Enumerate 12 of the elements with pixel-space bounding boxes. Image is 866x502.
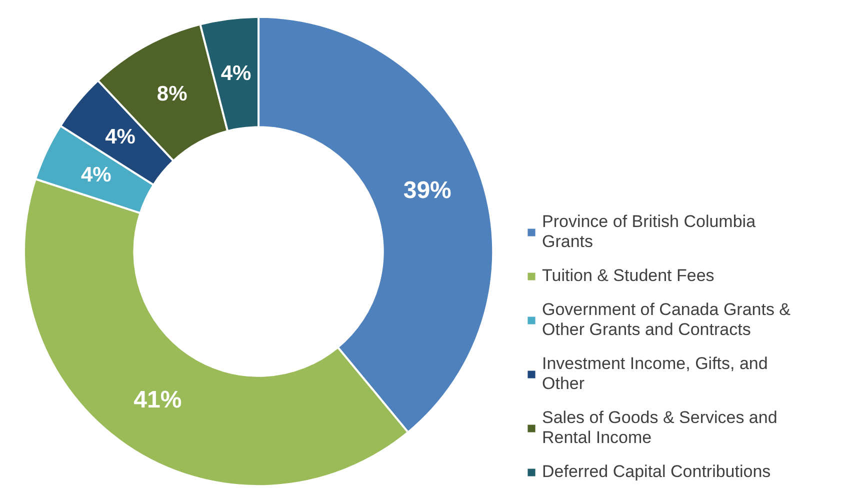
data-label: 4% <box>80 164 112 187</box>
data-label: 8% <box>156 82 188 106</box>
data-label: 4% <box>220 62 252 85</box>
data-label: 39% <box>403 177 452 204</box>
legend-label: Province of British Columbia Grants <box>542 212 756 252</box>
legend-label: Government of Canada Grants & Other Grants and Contracts <box>542 300 791 340</box>
data-label: 4% <box>105 126 136 149</box>
legend-label: Deferred Capital Contributions <box>542 462 771 482</box>
legend-label: Sales of Goods & Services and Rental Income <box>542 408 778 448</box>
legend-label: Investment Income, Gifts, and Other <box>542 354 768 394</box>
data-label: 41% <box>134 386 182 414</box>
legend-label: Tuition & Student Fees <box>542 266 714 286</box>
